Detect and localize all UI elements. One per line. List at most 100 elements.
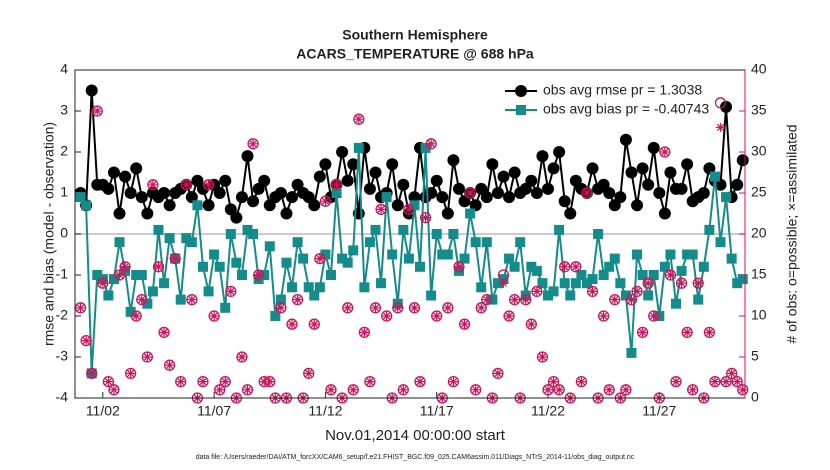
point <box>682 327 692 337</box>
point <box>97 277 109 289</box>
point <box>431 229 442 239</box>
point <box>248 139 258 149</box>
point <box>564 207 577 220</box>
point <box>131 311 141 321</box>
y2-tick-label: 10 <box>751 307 767 323</box>
point <box>726 253 737 264</box>
point <box>415 261 426 272</box>
point <box>736 154 749 167</box>
point <box>236 351 248 363</box>
point <box>76 303 86 313</box>
point <box>631 285 643 298</box>
point <box>503 310 515 322</box>
point <box>426 139 436 149</box>
point <box>187 295 197 305</box>
point <box>530 187 543 199</box>
point <box>510 295 520 305</box>
point <box>124 367 137 380</box>
point <box>469 199 482 212</box>
point <box>336 146 349 158</box>
point <box>491 187 504 199</box>
point <box>103 290 114 301</box>
point <box>126 368 136 378</box>
point <box>348 385 358 395</box>
point <box>614 191 627 204</box>
y-tick-label: 2 <box>60 143 68 159</box>
point <box>710 377 720 387</box>
point <box>359 327 369 337</box>
point <box>281 257 292 268</box>
point <box>87 368 97 378</box>
point <box>287 282 298 293</box>
point <box>565 290 576 301</box>
y2-tick-label: 15 <box>751 266 767 282</box>
point <box>115 270 125 280</box>
point <box>169 252 181 265</box>
point <box>153 224 164 235</box>
point <box>458 318 471 330</box>
point <box>593 229 604 239</box>
point <box>531 285 543 298</box>
point <box>320 196 330 206</box>
point <box>716 122 726 132</box>
point <box>486 158 499 171</box>
point <box>247 195 260 208</box>
point <box>532 286 542 296</box>
point <box>521 295 531 305</box>
point <box>124 187 137 199</box>
y2-tick-label: 0 <box>751 389 759 405</box>
point <box>537 278 548 289</box>
point <box>441 207 454 220</box>
y-tick-label: 4 <box>60 61 68 77</box>
point <box>625 166 638 179</box>
point <box>342 302 354 314</box>
point <box>636 162 649 175</box>
point <box>158 326 170 339</box>
point <box>520 293 532 306</box>
point <box>731 375 743 388</box>
point <box>626 347 637 358</box>
point <box>241 384 254 396</box>
point <box>292 237 303 248</box>
point <box>86 367 98 380</box>
point <box>475 182 488 195</box>
point <box>508 293 521 306</box>
point <box>286 191 299 204</box>
point <box>192 200 203 211</box>
point <box>74 302 87 314</box>
point <box>721 192 732 203</box>
y2-tick-label: 5 <box>751 348 759 364</box>
point <box>697 187 710 199</box>
point <box>75 192 86 203</box>
point <box>176 377 186 387</box>
point <box>113 207 126 220</box>
point <box>471 385 481 395</box>
point <box>408 302 421 314</box>
point <box>543 385 553 395</box>
point <box>465 188 475 198</box>
point <box>135 191 148 204</box>
point <box>586 285 599 298</box>
point <box>480 191 493 204</box>
point <box>376 278 387 289</box>
point <box>363 182 376 195</box>
point <box>582 188 592 198</box>
point <box>509 261 520 272</box>
point <box>571 262 581 272</box>
point <box>648 270 659 280</box>
point <box>576 377 586 387</box>
point <box>181 180 191 190</box>
point <box>704 224 715 235</box>
x-tick-label: 11/12 <box>308 403 342 419</box>
point <box>152 261 165 273</box>
point <box>91 105 103 117</box>
point <box>688 385 698 395</box>
point <box>119 170 132 183</box>
y2-tick-label: 40 <box>751 61 767 77</box>
point <box>470 384 482 396</box>
point <box>547 162 560 175</box>
point <box>693 278 703 288</box>
point <box>698 261 709 272</box>
point <box>214 261 225 272</box>
point <box>287 319 297 329</box>
